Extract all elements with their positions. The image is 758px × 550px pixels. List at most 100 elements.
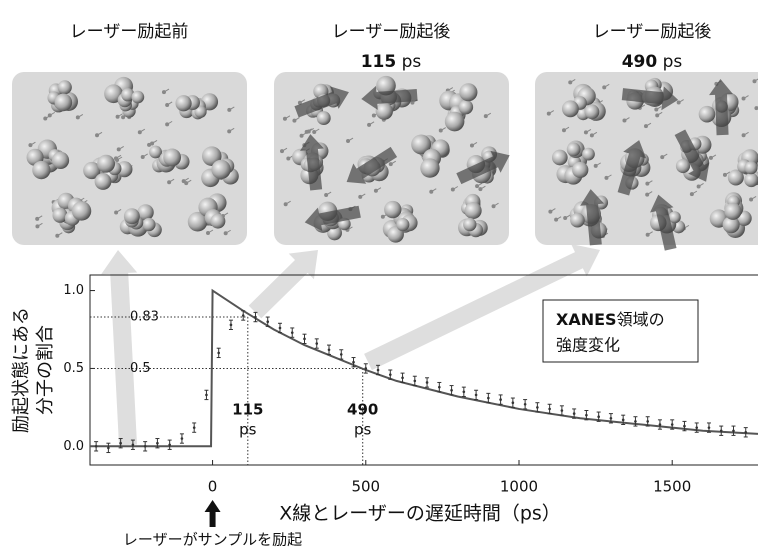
y-axis-label: 分子の割合 [35, 325, 56, 415]
error-point [217, 348, 221, 357]
molecule-atom [572, 162, 588, 178]
molecule-atom [55, 94, 73, 112]
molecule-atom [72, 201, 91, 220]
molecule-atom [463, 218, 476, 231]
molecule-atom [465, 202, 482, 219]
panel-time-value: 490 [622, 52, 658, 72]
data-point [683, 425, 686, 428]
y-tick-label: 1.0 [63, 283, 84, 298]
data-point [487, 397, 490, 400]
molecule-atom [163, 149, 181, 167]
data-point [646, 420, 649, 423]
laser-note: レーザーがサンプルを励起 [123, 531, 302, 549]
data-point [193, 426, 196, 429]
molecule-panel [12, 72, 247, 245]
molecule-atom [396, 218, 409, 231]
error-point [548, 404, 552, 413]
molecule-atom [676, 159, 690, 173]
x-tick-label: 1500 [653, 478, 691, 496]
data-point [671, 423, 674, 426]
error-point [474, 390, 478, 399]
data-point [181, 437, 184, 440]
data-point [119, 442, 122, 445]
data-point [634, 420, 637, 423]
data-point [573, 412, 576, 415]
data-point [279, 327, 282, 330]
data-point [340, 353, 343, 356]
error-point [229, 320, 233, 329]
y-tick-label: 0.0 [63, 439, 84, 454]
molecule-atom [376, 103, 393, 120]
data-point [217, 352, 220, 355]
data-point [610, 417, 613, 420]
error-point [560, 406, 564, 415]
annotation-text: XANES領域の [556, 310, 665, 329]
error-point [425, 378, 429, 387]
data-point [254, 316, 257, 319]
data-point [377, 369, 380, 372]
error-point [658, 420, 662, 429]
data-point [695, 426, 698, 429]
error-point [106, 443, 110, 452]
reference-label: 0.83 [130, 310, 159, 325]
data-point [266, 320, 269, 323]
molecule-atom [52, 152, 69, 169]
data-point [352, 361, 355, 364]
data-point [205, 394, 208, 397]
data-point [561, 409, 564, 412]
error-point [523, 400, 527, 409]
error-point [315, 339, 319, 348]
error-point [339, 350, 343, 359]
molecule-atom [582, 148, 595, 161]
reference-label: 0.5 [130, 361, 151, 376]
error-point [731, 426, 735, 435]
annotation-rest: 領域の [617, 310, 665, 329]
panel-title: レーザー励起前 [70, 22, 189, 42]
data-point [156, 442, 159, 445]
data-point [450, 389, 453, 392]
error-point [327, 345, 331, 354]
molecule-atom [124, 208, 140, 224]
data-point [144, 445, 147, 448]
molecule-atom [175, 95, 191, 111]
data-point [708, 426, 711, 429]
data-point [597, 415, 600, 418]
molecule-atom [724, 203, 741, 220]
pointer-arrow [249, 250, 318, 318]
data-point [475, 394, 478, 397]
data-point [303, 338, 306, 341]
x-tick-label: 0 [208, 478, 218, 496]
molecule-atom [420, 158, 439, 177]
molecule-atom [744, 161, 757, 174]
data-point [585, 414, 588, 417]
molecule-atom [445, 112, 465, 132]
molecule-atom [570, 213, 585, 228]
molecule-atom [211, 160, 230, 179]
molecule-atom [95, 173, 112, 190]
error-point [180, 434, 184, 443]
data-point [315, 342, 318, 345]
data-point [426, 381, 429, 384]
data-point [744, 431, 747, 434]
error-point [302, 334, 306, 343]
panel-time: 490 ps [622, 52, 683, 72]
molecule-atom [132, 91, 145, 104]
molecule-atom [142, 218, 155, 231]
reference-time: 115 [232, 401, 263, 419]
data-point [548, 408, 551, 411]
molecule-atom [669, 211, 681, 223]
data-point [401, 376, 404, 379]
molecule-atom [317, 111, 331, 125]
data-point [242, 314, 245, 317]
data-point [524, 403, 527, 406]
data-point [732, 429, 735, 432]
data-point [536, 406, 539, 409]
error-point [290, 328, 294, 337]
error-point [192, 423, 196, 432]
data-point [95, 445, 98, 448]
molecule-panel [274, 72, 510, 245]
data-point [414, 380, 417, 383]
data-point [107, 447, 110, 450]
error-point [401, 373, 405, 382]
figure: レーザー励起前レーザー励起後115 psレーザー励起後490 ps0.00.51… [0, 0, 758, 550]
